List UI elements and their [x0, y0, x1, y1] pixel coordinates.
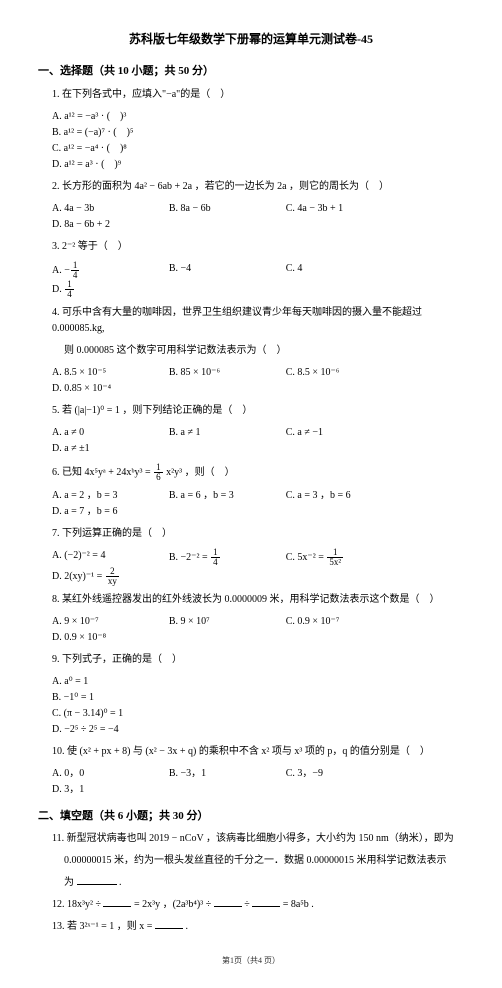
- q7-choice-b: B. −2⁻² = 14: [169, 548, 286, 567]
- q10-choice-d: D. 3，1: [52, 782, 169, 798]
- q9-choice-c: C. (π − 3.14)⁰ = 1: [52, 706, 268, 722]
- q7-choice-c: C. 5x⁻² = 15x²: [286, 548, 403, 567]
- question-5: 5. 若 (|a|−1)⁰ = 1 ，则下列结论正确的是（ ）: [38, 403, 464, 419]
- question-8: 8. 某红外线遥控器发出的红外线波长为 0.0000009 米，用科学记数法表示…: [38, 592, 464, 608]
- fill-blank: [103, 898, 131, 907]
- q7-choice-d: D. 2(xy)⁻¹ = 2xy: [52, 567, 169, 586]
- fraction-icon: 14: [71, 261, 80, 280]
- q7b-pre: B. −2⁻² =: [169, 552, 210, 563]
- q5-choice-a: A. a ≠ 0: [52, 425, 169, 441]
- fraction-icon: 16: [154, 463, 163, 482]
- q5-choice-b: B. a ≠ 1: [169, 425, 286, 441]
- q10-choice-a: A. 0，0: [52, 766, 169, 782]
- question-4-line2: 则 0.000085 这个数字可用科学记数法表示为（ ）: [38, 343, 464, 359]
- q2-choice-a: A. 4a − 3b: [52, 201, 169, 217]
- page-title: 苏科版七年级数学下册幂的运算单元测试卷-45: [38, 30, 464, 49]
- q10-choice-b: B. −3，1: [169, 766, 286, 782]
- question-11-l2: 0.00000015 米，约为一根头发丝直径的千分之一．数据 0.0000001…: [38, 853, 464, 869]
- q3-choice-d: D. 14: [52, 280, 169, 299]
- q1-choices: A. a¹² = −a³ · ( )³ B. a¹² = (−a)⁷ · ( )…: [38, 109, 464, 173]
- question-10: 10. 使 (x² + px + 8) 与 (x² − 3x + q) 的乘积中…: [38, 744, 464, 760]
- q12-post: = 8a⁵b .: [280, 899, 314, 910]
- exam-page: 苏科版七年级数学下册幂的运算单元测试卷-45 一、选择题（共 10 小题；共 5…: [0, 0, 502, 988]
- q3a-pre: A. −: [52, 265, 70, 276]
- q9-choice-d: D. −2⁵ ÷ 2⁵ = −4: [52, 722, 268, 738]
- q3-choice-c: C. 4: [286, 261, 403, 280]
- section-1-header: 一、选择题（共 10 小题；共 50 分）: [38, 63, 464, 81]
- q10-choices: A. 0，0 B. −3，1 C. 3，−9 D. 3，1: [38, 766, 464, 798]
- q8-choices: A. 9 × 10⁻⁷ B. 9 × 10⁷ C. 0.9 × 10⁻⁷ D. …: [38, 614, 464, 646]
- q1-choice-a: A. a¹² = −a³ · ( )³: [52, 109, 268, 125]
- fraction-icon: 14: [211, 548, 220, 567]
- q13-pre: 13. 若 3²ˣ⁻¹ = 1 ，则 x =: [52, 921, 155, 932]
- q4-choice-a: A. 8.5 × 10⁻⁵: [52, 365, 169, 381]
- q2-choice-d: D. 8a − 6b + 2: [52, 217, 169, 233]
- section-2-header: 二、填空题（共 6 小题；共 30 分）: [38, 808, 464, 826]
- question-6: 6. 已知 4x⁵yᵃ + 24xᵇy³ = 16 x²y³ ，则（ ）: [38, 463, 464, 482]
- q2-choice-c: C. 4a − 3b + 1: [286, 201, 403, 217]
- page-footer: 第1页（共4 页）: [38, 955, 464, 968]
- q4-choice-c: C. 8.5 × 10⁻⁶: [286, 365, 403, 381]
- q6-choices: A. a = 2 ，b = 3 B. a = 6 ，b = 3 C. a = 3…: [38, 488, 464, 520]
- q6-pre: 6. 已知 4x⁵yᵃ + 24xᵇy³ =: [52, 467, 153, 478]
- question-2: 2. 长方形的面积为 4a² − 6ab + 2a ，若它的一边长为 2a ，则…: [38, 179, 464, 195]
- q8-choice-b: B. 9 × 10⁷: [169, 614, 286, 630]
- fill-blank: [214, 898, 242, 907]
- question-7: 7. 下列运算正确的是（ ）: [38, 526, 464, 542]
- q1-choice-d: D. a¹² = a³ · ( )⁹: [52, 157, 268, 173]
- q11-l3-post: .: [117, 877, 122, 888]
- q6-post: x²y³ ，则（ ）: [164, 467, 235, 478]
- question-3: 3. 2⁻² 等于（ ）: [38, 239, 464, 255]
- question-9: 9. 下列式子，正确的是（ ）: [38, 652, 464, 668]
- question-4-line1: 4. 可乐中含有大量的咖啡因，世界卫生组织建议青少年每天咖啡因的摄入量不能超过 …: [38, 305, 464, 337]
- fraction-icon: 15x²: [327, 548, 343, 567]
- q8-choice-c: C. 0.9 × 10⁻⁷: [286, 614, 403, 630]
- q6-choice-d: D. a = 7 ，b = 6: [52, 504, 169, 520]
- q1-choice-c: C. a¹² = −a⁴ · ( )⁸: [52, 141, 268, 157]
- question-13: 13. 若 3²ˣ⁻¹ = 1 ，则 x = .: [38, 919, 464, 935]
- q7-choice-a: A. (−2)⁻² = 4: [52, 548, 169, 567]
- q1-choice-b: B. a¹² = (−a)⁷ · ( )⁵: [52, 125, 268, 141]
- q7d-pre: D. 2(xy)⁻¹ =: [52, 571, 105, 582]
- q6-choice-a: A. a = 2 ，b = 3: [52, 488, 169, 504]
- fill-blank: [252, 898, 280, 907]
- q7-choices: A. (−2)⁻² = 4 B. −2⁻² = 14 C. 5x⁻² = 15x…: [38, 548, 464, 586]
- q12-mid1: = 2x³y ，(2a³b⁴)³ ÷: [131, 899, 213, 910]
- q3-choice-b: B. −4: [169, 261, 286, 280]
- q11-l3-pre: 为: [64, 877, 77, 888]
- q9-choices: A. a⁰ = 1 B. −1⁰ = 1 C. (π − 3.14)⁰ = 1 …: [38, 674, 464, 738]
- q10-choice-c: C. 3，−9: [286, 766, 403, 782]
- q7c-pre: C. 5x⁻² =: [286, 552, 327, 563]
- q8-choice-d: D. 0.9 × 10⁻⁸: [52, 630, 169, 646]
- q5-choice-c: C. a ≠ −1: [286, 425, 403, 441]
- fill-blank: [77, 876, 117, 885]
- q3-choices: A. −14 B. −4 C. 4 D. 14: [38, 261, 464, 299]
- q4-choice-d: D. 0.85 × 10⁻⁴: [52, 381, 169, 397]
- q4-choice-b: B. 85 × 10⁻⁶: [169, 365, 286, 381]
- q6-choice-c: C. a = 3 ，b = 6: [286, 488, 403, 504]
- question-12: 12. 18x³y² ÷ = 2x³y ，(2a³b⁴)³ ÷ ÷ = 8a⁵b…: [38, 897, 464, 913]
- q6-choice-b: B. a = 6 ，b = 3: [169, 488, 286, 504]
- q2-choices: A. 4a − 3b B. 8a − 6b C. 4a − 3b + 1 D. …: [38, 201, 464, 233]
- question-1: 1. 在下列各式中，应填入"−a"的是（ ）: [38, 87, 464, 103]
- fraction-icon: 2xy: [106, 567, 119, 586]
- q5-choices: A. a ≠ 0 B. a ≠ 1 C. a ≠ −1 D. a ≠ ±1: [38, 425, 464, 457]
- fill-blank: [155, 920, 183, 929]
- q4-choices: A. 8.5 × 10⁻⁵ B. 85 × 10⁻⁶ C. 8.5 × 10⁻⁶…: [38, 365, 464, 397]
- q3-choice-a: A. −14: [52, 261, 169, 280]
- q2-choice-b: B. 8a − 6b: [169, 201, 286, 217]
- q9-choice-a: A. a⁰ = 1: [52, 674, 268, 690]
- fraction-icon: 14: [65, 280, 74, 299]
- q5-choice-d: D. a ≠ ±1: [52, 441, 169, 457]
- question-11-l1: 11. 新型冠状病毒也叫 2019 − nCoV ，该病毒比细胞小得多，大小约为…: [38, 831, 464, 847]
- question-11-l3: 为 .: [38, 875, 464, 891]
- q9-choice-b: B. −1⁰ = 1: [52, 690, 268, 706]
- q13-post: .: [183, 921, 188, 932]
- q3d-pre: D.: [52, 284, 64, 295]
- q12-pre: 12. 18x³y² ÷: [52, 899, 103, 910]
- q8-choice-a: A. 9 × 10⁻⁷: [52, 614, 169, 630]
- q12-mid2: ÷: [242, 899, 253, 910]
